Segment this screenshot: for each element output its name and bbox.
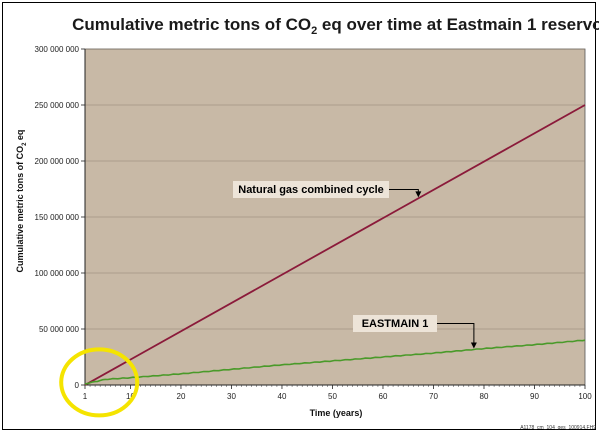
annotation-label: Natural gas combined cycle [238, 184, 384, 196]
x-tick-label: 60 [379, 392, 388, 401]
annotation-arrowhead [415, 191, 422, 198]
chart-title: Cumulative metric tons of CO2 eq over ti… [72, 15, 599, 37]
y-tick-label: 300 000 000 [35, 45, 80, 54]
x-tick-label: 90 [530, 392, 539, 401]
annotation-box [353, 315, 437, 332]
x-tick-label: 1 [83, 392, 88, 401]
footer-code: A1178_cm_104_ges_100914.FH9 [520, 425, 596, 431]
x-tick-label: 50 [328, 392, 337, 401]
x-tick-label: 70 [429, 392, 438, 401]
x-tick-label: 30 [227, 392, 236, 401]
y-tick-label: 100 000 000 [35, 269, 80, 278]
chart-svg: Cumulative metric tons of CO2 eq over ti… [15, 15, 599, 431]
y-tick-label: 150 000 000 [35, 213, 80, 222]
y-tick-label: 200 000 000 [35, 157, 80, 166]
x-axis-label: Time (years) [310, 408, 363, 418]
highlight-circle [59, 347, 140, 418]
annotation-arrowhead [470, 342, 477, 349]
x-tick-label: 40 [278, 392, 287, 401]
x-tick-label: 100 [578, 392, 592, 401]
series-line-eastmain [84, 339, 586, 385]
y-tick-label: 0 [75, 381, 80, 390]
annotation-box [233, 181, 389, 198]
series-line-natural-gas [84, 104, 586, 386]
x-tick-label: 20 [177, 392, 186, 401]
annotation-arrow [437, 323, 475, 345]
y-tick-label: 50 000 000 [39, 325, 80, 334]
x-tick-label: 80 [480, 392, 489, 401]
y-tick-label: 250 000 000 [35, 101, 80, 110]
y-axis-label: Cumulative metric tons of CO2 eq [15, 130, 28, 273]
annotation-label: EASTMAIN 1 [362, 318, 429, 330]
x-tick-label: 10 [126, 392, 135, 401]
